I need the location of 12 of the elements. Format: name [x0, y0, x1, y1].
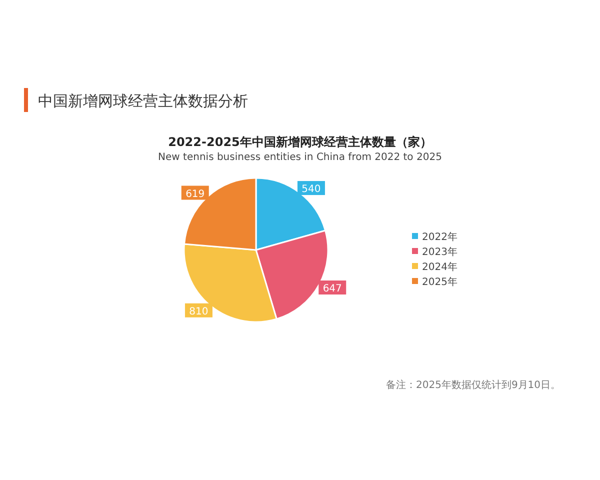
chart-title: 2022-2025年中国新增网球经营主体数量（家） [168, 135, 432, 149]
legend-label: 2024年 [422, 261, 458, 273]
text: 备注：2025年数据仅统计到9月10日。 [386, 379, 561, 391]
data-label: 647 [322, 283, 342, 294]
chart-subtitle: New tennis business entities in China from 2022 to 2025 [158, 152, 442, 163]
legend-label: 2022年 [422, 231, 458, 243]
legend-label: 2023年 [422, 246, 458, 258]
data-label: 540 [302, 184, 321, 196]
text: 中国新增网球经营主体数据分析 [38, 92, 248, 110]
legend-label: 2025年 [422, 276, 458, 288]
data-label: 619 [186, 188, 205, 200]
data-label: 810 [189, 306, 208, 318]
